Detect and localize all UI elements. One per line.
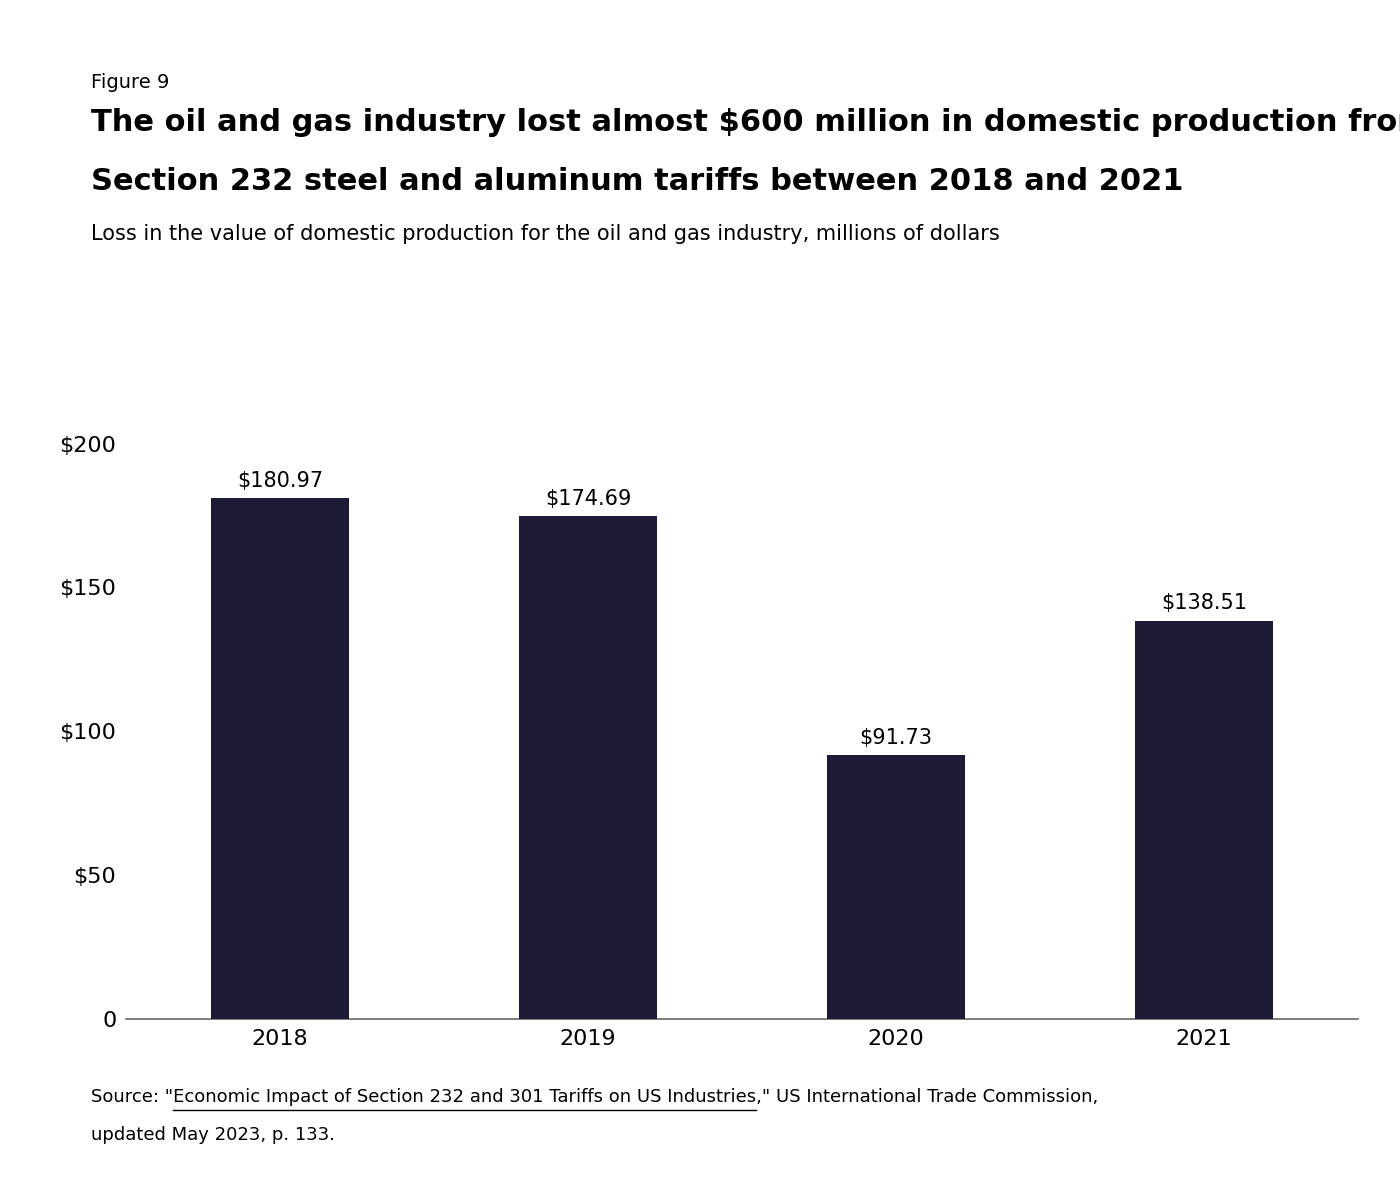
Bar — [1134, 621, 1274, 1019]
Bar — [519, 516, 658, 1019]
Text: Source: "Economic Impact of Section 232 and 301 Tariffs on US Industries," US In: Source: "Economic Impact of Section 232 … — [91, 1088, 1098, 1106]
Text: Figure 9: Figure 9 — [91, 73, 169, 92]
Text: Loss in the value of domestic production for the oil and gas industry, millions : Loss in the value of domestic production… — [91, 224, 1000, 244]
Text: $138.51: $138.51 — [1161, 594, 1247, 614]
Text: $180.97: $180.97 — [237, 471, 323, 491]
Bar — [826, 755, 966, 1019]
Text: updated May 2023, p. 133.: updated May 2023, p. 133. — [91, 1126, 335, 1144]
Text: $91.73: $91.73 — [860, 728, 932, 748]
Text: Section 232 steel and aluminum tariffs between 2018 and 2021: Section 232 steel and aluminum tariffs b… — [91, 167, 1183, 197]
Bar — [210, 498, 349, 1019]
Text: $174.69: $174.69 — [545, 489, 631, 509]
Text: The oil and gas industry lost almost $600 million in domestic production from th: The oil and gas industry lost almost $60… — [91, 108, 1400, 138]
